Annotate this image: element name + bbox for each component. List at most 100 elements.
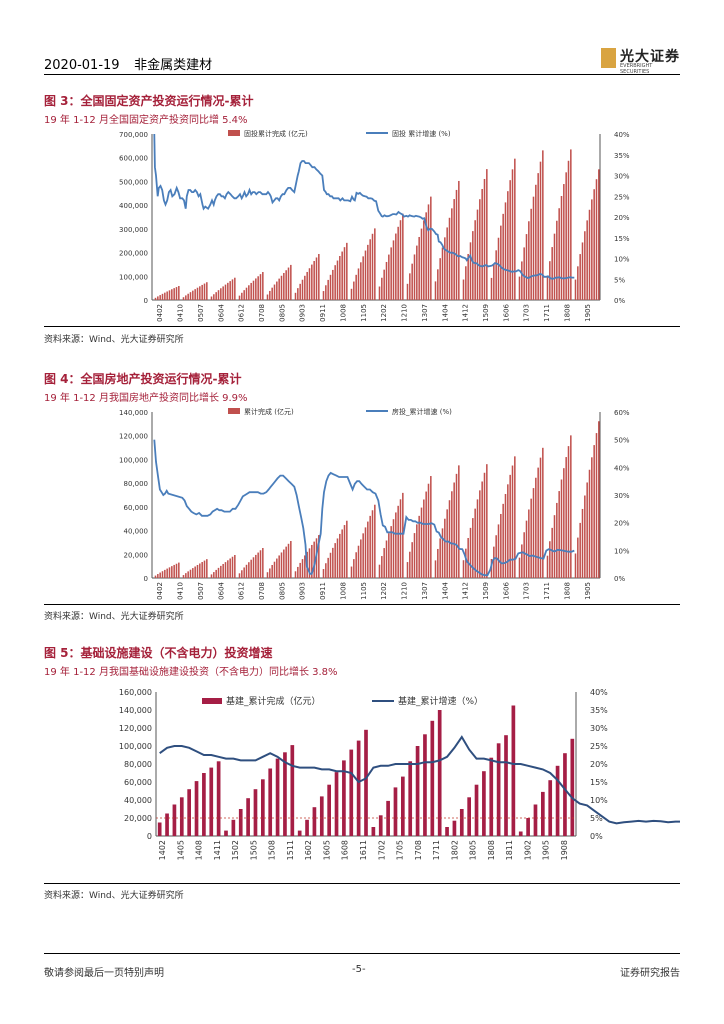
bar [283,549,285,578]
x-tick-label: 0410 [177,582,185,600]
bar [269,568,271,578]
bar [311,544,313,578]
bar [595,433,598,578]
x-tick-label: 1508 [268,840,277,860]
bar [504,493,507,578]
bar [558,491,560,578]
bar [339,255,341,300]
y-left-tick-label: 20,000 [124,551,149,559]
bar [210,574,213,578]
bar [476,499,479,578]
figure-4-title: 图 4：全国房地产投资运行情况-累计 [44,372,242,386]
y-left-tick-label: 40,000 [124,528,149,536]
bar [245,564,248,578]
bar [189,292,192,300]
bar [397,505,399,578]
bar [556,220,558,300]
bar [511,169,514,300]
bar [168,290,171,300]
bar [378,815,383,836]
bar [285,546,287,578]
bar [388,533,390,578]
legend-bar-swatch [202,698,222,704]
bar [325,285,327,300]
bar [397,226,399,300]
report-date: 2020-01-19 [44,58,120,73]
bar [409,551,411,578]
bar [423,499,425,578]
figure-5-rule [44,883,680,884]
growth-line [153,439,575,577]
bar [280,552,283,578]
bar [367,244,369,300]
bar [577,266,579,300]
bar [259,550,262,578]
bar [154,297,157,300]
bar [185,573,187,578]
x-tick-label: 0612 [238,304,246,322]
bar [172,804,177,836]
bar [187,571,189,578]
bar [393,787,398,836]
bar [362,256,364,300]
bar [593,189,595,300]
bar [179,797,184,836]
y-right-tick-label: 35% [614,152,630,160]
y-left-tick-label: 0 [144,575,148,583]
bar [154,575,157,578]
bar [549,541,551,578]
bar [509,474,511,578]
y-right-tick-label: 0% [614,297,625,305]
bar [262,272,264,300]
bar [474,508,476,578]
bar [523,247,525,300]
bar [325,563,327,578]
y-right-tick-label: 50% [614,437,630,445]
bar [241,292,243,300]
bar [504,202,507,300]
bar [367,521,369,578]
y-left-tick-label: 40,000 [124,796,152,805]
bar [203,283,206,300]
y-right-tick-label: 10% [614,256,630,264]
y-right-tick-label: 60% [614,409,630,417]
figure-4-subtitle: 19 年 1-12 月我国房地产投资同比增长 9.9% [44,393,248,404]
x-tick-label: 1905 [584,582,592,600]
y-right-tick-label: 15% [590,778,608,787]
bar [546,555,549,578]
legend-label: 固投 累计增速 (%) [392,129,451,138]
bar [290,745,295,836]
bar [203,560,206,578]
x-tick-label: 1808 [563,304,571,322]
bar [306,271,308,300]
x-tick-label: 0708 [258,582,266,600]
x-tick-label: 1307 [421,582,429,600]
y-right-tick-label: 20% [590,760,608,769]
x-tick-label: 1210 [401,582,409,600]
bar [318,253,320,300]
bar [567,446,570,578]
bar [166,291,168,300]
bar [332,547,334,578]
bar [504,735,508,836]
x-tick-label: 1402 [158,840,167,860]
bar [598,169,600,300]
bar [189,569,192,578]
bar [241,570,243,578]
bar [507,191,509,300]
bar [423,220,425,300]
bar [570,738,575,836]
bar [192,290,194,300]
y-left-tick-label: 60,000 [124,778,152,787]
bar [577,537,579,578]
bar [574,553,577,578]
bar [481,481,483,578]
y-left-tick-label: 120,000 [119,433,148,441]
bar [434,281,437,300]
bar [556,502,558,578]
x-tick-label: 1611 [359,840,368,860]
bar [392,240,395,300]
bar [356,740,361,836]
bar [451,491,453,578]
bar [182,297,185,300]
